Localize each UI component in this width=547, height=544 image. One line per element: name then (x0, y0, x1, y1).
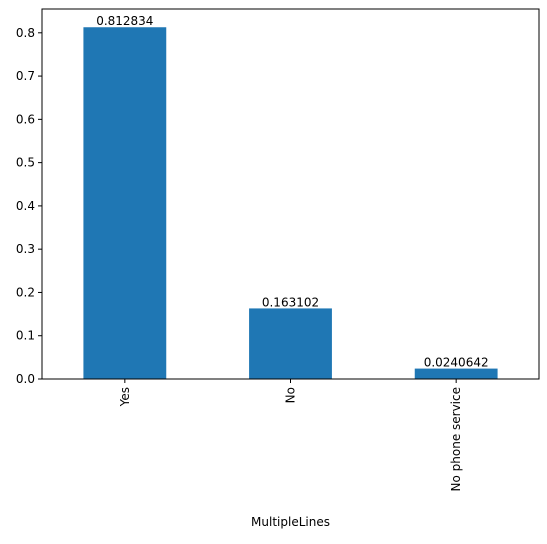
y-tick-label: 0.0 (16, 372, 35, 386)
y-axis: 0.0 0.1 0.2 0.3 0.4 0.5 0.6 0.7 0.8 (16, 26, 42, 386)
bar (414, 368, 498, 379)
x-axis: Yes No No phone service (118, 379, 463, 491)
data-label: 0.0240642 (424, 356, 489, 370)
y-tick-label: 0.2 (16, 285, 35, 299)
x-tick-label: Yes (118, 387, 132, 407)
y-tick-label: 0.8 (16, 26, 35, 40)
bar (83, 27, 167, 379)
x-tick-label: No phone service (449, 387, 463, 491)
x-axis-label: MultipleLines (251, 515, 330, 529)
y-tick-label: 0.6 (16, 112, 35, 126)
y-tick-label: 0.5 (16, 156, 35, 170)
data-label: 0.163102 (262, 295, 319, 309)
plot-frame (41, 8, 540, 380)
bars-group (83, 27, 498, 379)
y-tick-label: 0.7 (16, 69, 35, 83)
x-tick-label: No (284, 387, 298, 403)
y-tick-label: 0.3 (16, 242, 35, 256)
y-tick-label: 0.4 (16, 199, 35, 213)
data-label: 0.812834 (96, 14, 153, 28)
bar (249, 308, 332, 379)
data-labels-group: 0.812834 0.163102 0.0240642 (96, 14, 488, 369)
y-tick-label: 0.1 (16, 329, 35, 343)
